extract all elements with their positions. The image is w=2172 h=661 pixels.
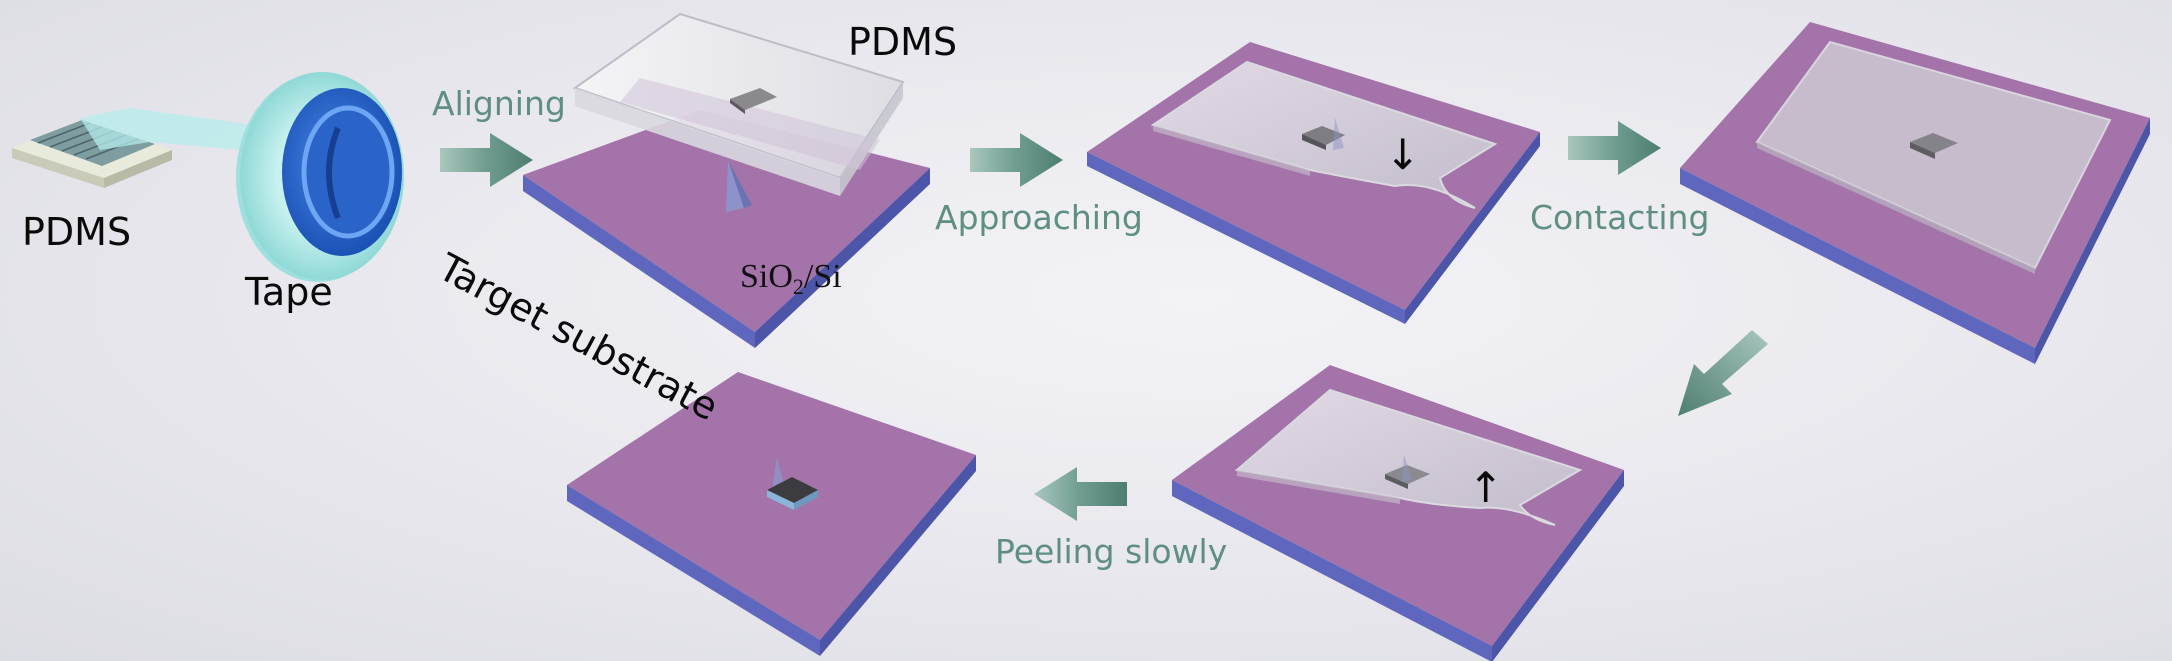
flow-arrow-diagonal bbox=[1678, 330, 1768, 416]
step-label-approaching: Approaching bbox=[935, 198, 1143, 237]
flake-on-substrate-1 bbox=[726, 160, 752, 212]
pdms-film-contacting bbox=[1755, 40, 2112, 274]
flow-arrow-5 bbox=[1034, 467, 1127, 521]
target-substrate-final bbox=[567, 372, 976, 656]
tape-roll bbox=[236, 72, 404, 282]
substrate-material-label: SiO2/Si bbox=[740, 258, 842, 299]
tape-label: Tape bbox=[245, 270, 333, 314]
pdms-slab-aligning bbox=[572, 12, 905, 196]
flow-arrow-3 bbox=[1568, 121, 1661, 175]
pdms-label-top: PDMS bbox=[848, 20, 958, 64]
substrate-subscript: 2 bbox=[792, 274, 804, 299]
pdms-film-peeling bbox=[1234, 388, 1583, 526]
flow-arrow-1 bbox=[440, 133, 533, 187]
down-arrow-icon: ↓ bbox=[1385, 130, 1421, 179]
flow-arrow-2 bbox=[970, 133, 1063, 187]
pdms-stamp-small bbox=[12, 120, 172, 188]
step-label-aligning: Aligning bbox=[432, 84, 566, 123]
target-substrate-4 bbox=[1172, 365, 1624, 661]
pdms-film-approaching bbox=[1150, 60, 1498, 209]
up-arrow-icon: ↑ bbox=[1468, 463, 1504, 512]
step-label-contacting: Contacting bbox=[1530, 198, 1710, 237]
pdms-label-left: PDMS bbox=[22, 210, 132, 254]
step-label-peeling: Peeling slowly bbox=[995, 532, 1228, 571]
transferred-flake bbox=[767, 457, 818, 510]
tape-strip bbox=[80, 108, 265, 152]
